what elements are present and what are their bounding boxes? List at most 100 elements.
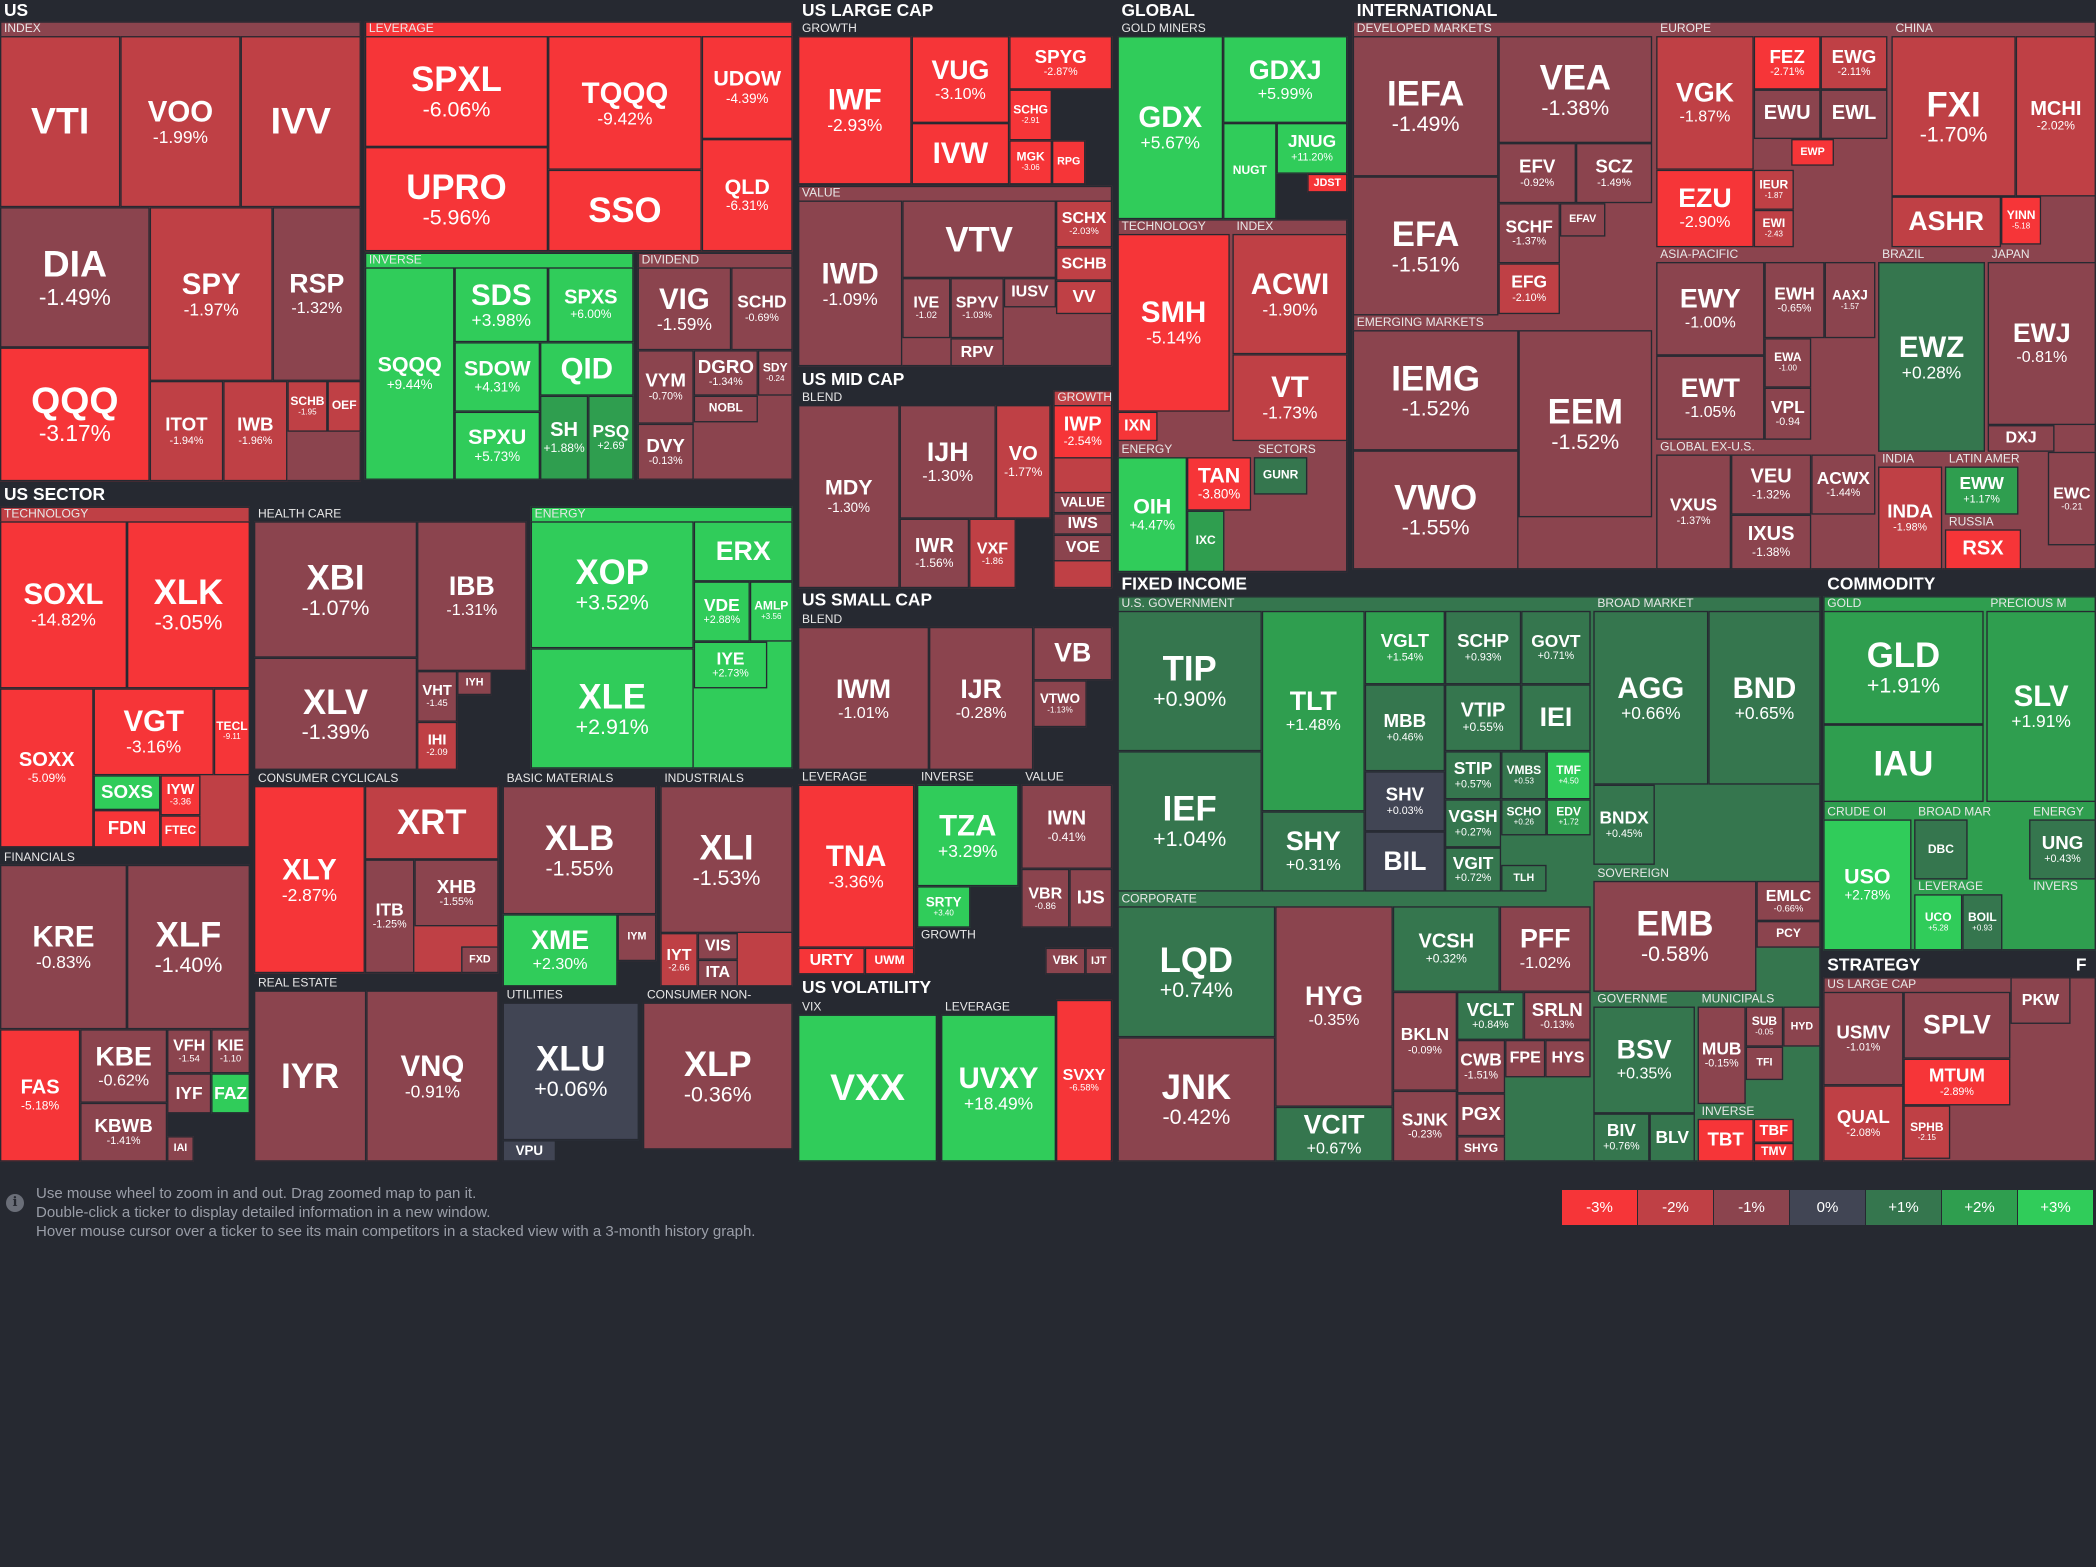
- ticker-tile[interactable]: EFG -2.10%: [1498, 263, 1560, 315]
- ticker-tile[interactable]: VCIT +0.67%: [1275, 1106, 1393, 1162]
- ticker-tile[interactable]: MUB -0.15%: [1697, 1006, 1746, 1105]
- ticker-tile[interactable]: BIL: [1364, 831, 1445, 892]
- ticker-tile[interactable]: QID: [540, 342, 634, 396]
- ticker-tile[interactable]: VV: [1055, 280, 1113, 315]
- ticker-tile[interactable]: KRE -0.83%: [0, 864, 127, 1030]
- ticker-tile[interactable]: XLE +2.91%: [530, 648, 694, 769]
- ticker-tile[interactable]: UVXY +18.49%: [941, 1014, 1056, 1162]
- ticker-tile[interactable]: VTI: [0, 36, 121, 208]
- ticker-tile[interactable]: MGK -3.06: [1009, 140, 1052, 185]
- ticker-tile[interactable]: VYM -0.70%: [637, 350, 694, 424]
- ticker-tile[interactable]: VT -1.73%: [1232, 354, 1348, 442]
- ticker-tile[interactable]: IVW: [911, 122, 1010, 185]
- ticker-tile[interactable]: TIP +0.90%: [1117, 610, 1262, 752]
- ticker-tile[interactable]: SCHP +0.93%: [1444, 610, 1522, 685]
- ticker-tile[interactable]: ASHR: [1891, 196, 2002, 248]
- ticker-tile[interactable]: TECL -9.11: [213, 688, 250, 776]
- ticker-tile[interactable]: IVE -1.02: [902, 278, 951, 339]
- ticker-tile[interactable]: SCHD -0.69%: [731, 267, 793, 351]
- ticker-tile[interactable]: SCHF -1.37%: [1498, 203, 1560, 264]
- ticker-tile[interactable]: TMF +4.50: [1546, 751, 1591, 800]
- ticker-tile[interactable]: SPXL -6.06%: [364, 36, 549, 148]
- ticker-tile[interactable]: CWB -1.51%: [1457, 1039, 1506, 1094]
- ticker-tile[interactable]: SOXL -14.82%: [0, 521, 127, 689]
- ticker-tile[interactable]: SUB -0.05: [1745, 1006, 1784, 1047]
- ticker-tile[interactable]: RPG: [1051, 140, 1086, 185]
- ticker-tile[interactable]: PGX: [1457, 1093, 1506, 1137]
- ticker-tile[interactable]: EWI -2.43: [1753, 209, 1794, 248]
- ticker-tile[interactable]: TZA +3.29%: [916, 784, 1019, 887]
- ticker-tile[interactable]: SOXS: [93, 775, 161, 811]
- ticker-tile[interactable]: IYM: [617, 914, 657, 962]
- ticker-tile[interactable]: ITOT -1.94%: [149, 380, 224, 482]
- ticker-tile[interactable]: EWJ -0.81%: [1987, 261, 2096, 426]
- ticker-tile[interactable]: TNA -3.36%: [798, 784, 915, 948]
- ticker-tile[interactable]: RSP -1.32%: [272, 207, 361, 381]
- ticker-tile[interactable]: IYR: [253, 990, 367, 1162]
- ticker-tile[interactable]: FTEC: [160, 815, 201, 848]
- ticker-tile[interactable]: INDA -1.98%: [1878, 466, 1943, 570]
- ticker-tile[interactable]: AAXJ -1.57: [1824, 261, 1876, 339]
- ticker-tile[interactable]: SVXY -6.58%: [1055, 999, 1113, 1162]
- ticker-tile[interactable]: XLP -0.36%: [642, 1002, 793, 1150]
- ticker-tile[interactable]: IXN: [1117, 411, 1158, 442]
- ticker-tile[interactable]: TQQQ -9.42%: [548, 36, 702, 170]
- ticker-tile[interactable]: PSQ +2.69: [588, 395, 634, 480]
- ticker-tile[interactable]: GDX +5.67%: [1117, 36, 1224, 220]
- ticker-tile[interactable]: IEF +1.04%: [1117, 751, 1262, 892]
- ticker-tile[interactable]: IYE +2.73%: [693, 641, 768, 689]
- ticker-tile[interactable]: VTIP +0.55%: [1444, 684, 1522, 752]
- ticker-tile[interactable]: BOIL +0.93: [1962, 894, 2003, 951]
- ticker-tile[interactable]: VNQ -0.91%: [366, 990, 499, 1162]
- ticker-tile[interactable]: SCHB -1.95: [287, 380, 328, 432]
- ticker-tile[interactable]: TFI: [1745, 1046, 1784, 1081]
- ticker-tile[interactable]: EWY -1.00%: [1656, 261, 1765, 356]
- ticker-tile[interactable]: XLV -1.39%: [253, 657, 418, 770]
- ticker-tile[interactable]: JNUG +11.20%: [1276, 122, 1348, 174]
- ticker-tile[interactable]: IJT: [1085, 947, 1113, 975]
- ticker-tile[interactable]: IHI -2.09: [417, 721, 458, 770]
- ticker-tile[interactable]: EWL: [1820, 89, 1888, 140]
- ticker-tile[interactable]: UNG +0.43%: [2029, 819, 2096, 880]
- ticker-tile[interactable]: HYG -0.35%: [1275, 906, 1393, 1107]
- ticker-tile[interactable]: VCLT +0.84%: [1457, 991, 1524, 1040]
- ticker-tile[interactable]: EWH -0.65%: [1764, 261, 1825, 339]
- ticker-tile[interactable]: VBK: [1045, 947, 1086, 975]
- ticker-tile[interactable]: VB: [1033, 626, 1113, 681]
- ticker-tile[interactable]: BIV +0.76%: [1593, 1113, 1650, 1162]
- ticker-tile[interactable]: QUAL -2.08%: [1823, 1085, 1904, 1162]
- ticker-tile[interactable]: MDY -1.30%: [798, 405, 900, 589]
- ticker-tile[interactable]: DVY -0.13%: [637, 423, 694, 480]
- ticker-tile[interactable]: SDOW +4.31%: [454, 342, 541, 412]
- ticker-tile[interactable]: SDY -0.24: [757, 350, 793, 396]
- ticker-tile[interactable]: EEM -1.52%: [1518, 330, 1653, 518]
- ticker-tile[interactable]: IEMG -1.52%: [1352, 330, 1519, 451]
- ticker-tile[interactable]: XHB -1.55%: [414, 859, 499, 927]
- ticker-tile[interactable]: RPV: [950, 338, 1004, 367]
- ticker-tile[interactable]: IYW -3.36: [160, 775, 201, 816]
- ticker-tile[interactable]: EZU -2.90%: [1656, 169, 1754, 248]
- ticker-tile[interactable]: XOP +3.52%: [530, 521, 694, 649]
- ticker-tile[interactable]: YINN -5.18: [2001, 196, 2042, 245]
- ticker-tile[interactable]: SDS +3.98%: [454, 267, 549, 343]
- ticker-tile[interactable]: QQQ -3.17%: [0, 347, 150, 482]
- ticker-tile[interactable]: PKW: [2010, 977, 2071, 1024]
- ticker-tile[interactable]: BKLN -0.09%: [1392, 991, 1458, 1091]
- ticker-tile[interactable]: XBI -1.07%: [253, 521, 418, 658]
- ticker-tile[interactable]: BLV: [1649, 1113, 1695, 1162]
- ticker-tile[interactable]: DBC: [1914, 819, 1968, 880]
- ticker-tile[interactable]: TBT: [1697, 1118, 1754, 1162]
- ticker-tile[interactable]: VTWO -1.13%: [1033, 680, 1087, 728]
- ticker-tile[interactable]: EDV +1.72: [1546, 799, 1591, 836]
- ticker-tile[interactable]: EWG -2.11%: [1820, 36, 1888, 90]
- ticker-tile[interactable]: VO -1.77%: [995, 405, 1051, 519]
- ticker-tile[interactable]: FEZ -2.71%: [1753, 36, 1821, 90]
- ticker-tile[interactable]: SRLN -0.13%: [1523, 991, 1591, 1040]
- ticker-tile[interactable]: MBB +0.46%: [1364, 684, 1445, 772]
- ticker-tile[interactable]: BNDX +0.45%: [1593, 784, 1655, 865]
- ticker-tile[interactable]: FPE: [1505, 1039, 1546, 1078]
- ticker-tile[interactable]: KBWB -1.41%: [80, 1102, 168, 1162]
- ticker-tile[interactable]: USMV -1.01%: [1823, 991, 1904, 1086]
- ticker-tile[interactable]: VIS: [697, 933, 738, 960]
- ticker-tile[interactable]: GLD +1.91%: [1823, 610, 1984, 725]
